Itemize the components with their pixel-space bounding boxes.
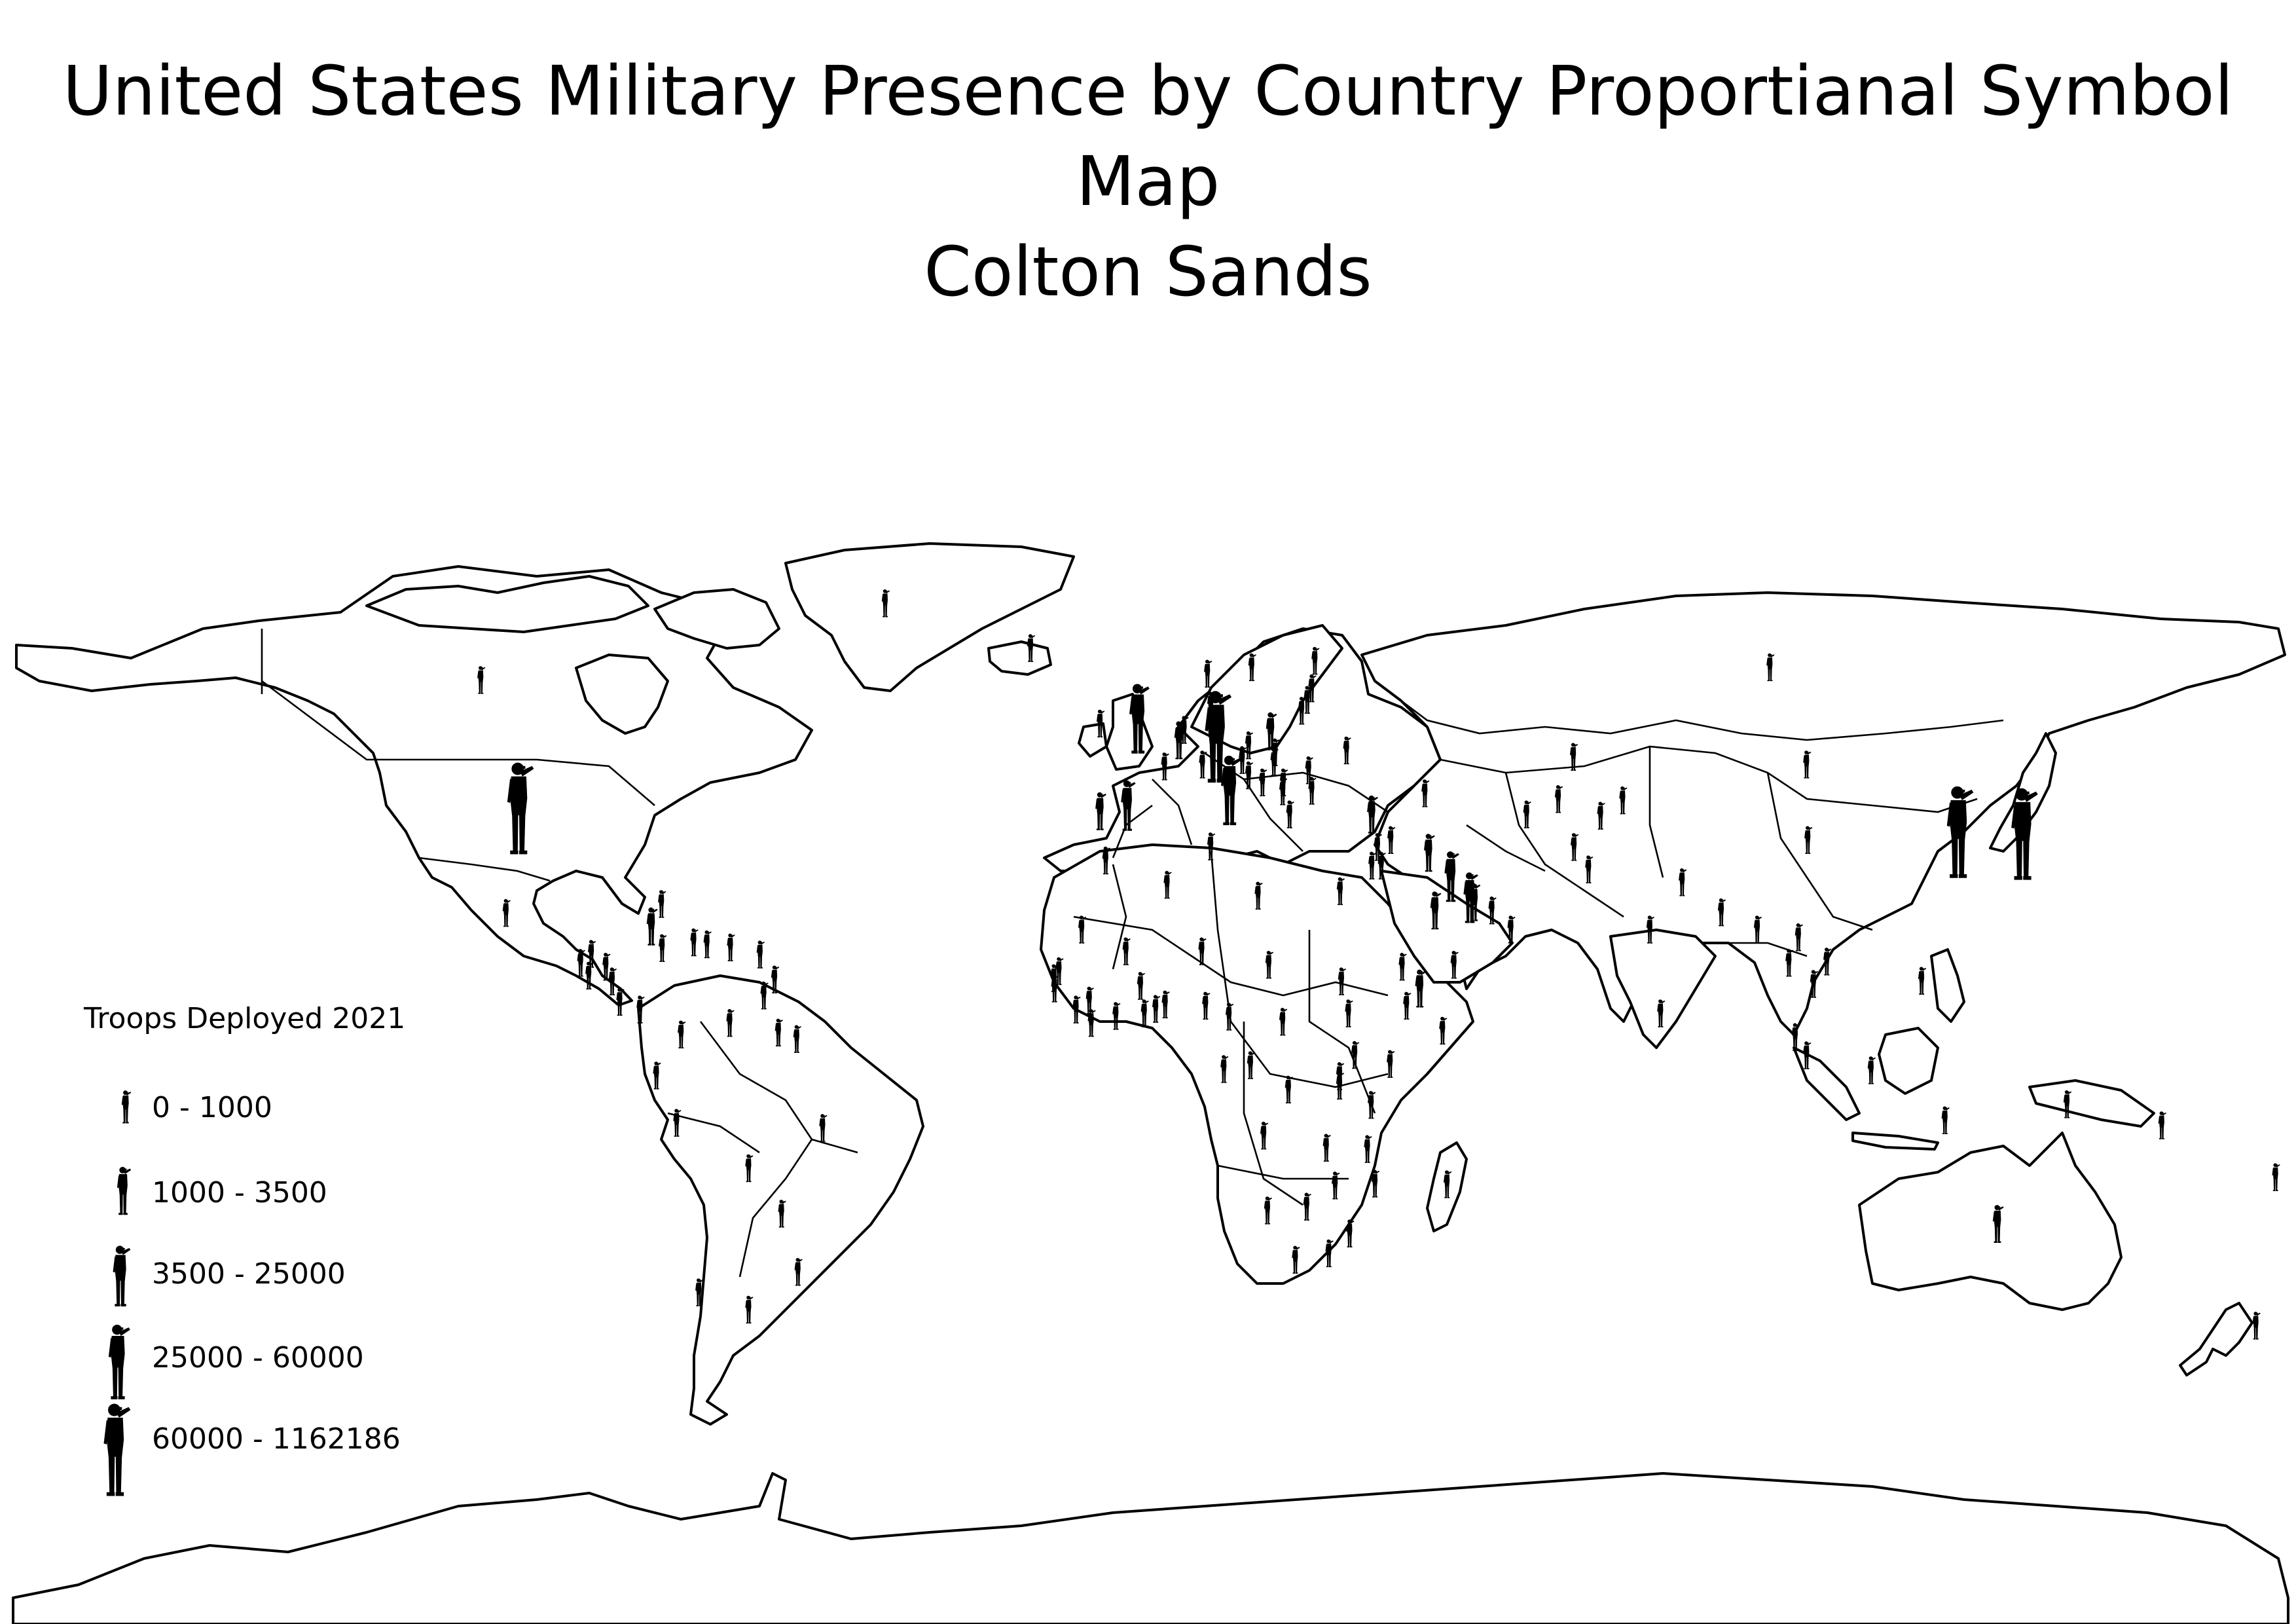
soldier-icon (82, 1401, 148, 1497)
legend-item-class-2: 3500 - 25000 (79, 1238, 471, 1342)
soldier-icon (90, 1166, 156, 1215)
soldier-icon (88, 1244, 153, 1307)
soldier-icon (85, 1323, 151, 1400)
new-guinea-island (2028, 1079, 2155, 1128)
africa-landmass (1040, 843, 1474, 1285)
sumatra-island (1793, 1046, 1861, 1121)
iceland (987, 640, 1052, 676)
antarctica (12, 1472, 2289, 1624)
new-zealand-islands (2179, 1302, 2253, 1376)
arctic-islands (365, 575, 649, 633)
soldier-symbol-new-zealand (2252, 1312, 2261, 1340)
borneo-island (1878, 1027, 1939, 1095)
soldier-symbol-jamaica (659, 934, 667, 963)
south-america-borders (667, 1021, 858, 1278)
soldier-symbol-cuba (646, 907, 658, 946)
asia-landmass (1360, 591, 2286, 1036)
land-layer (12, 542, 2289, 1624)
soldier-symbol-philippines (1918, 967, 1927, 995)
great-britain (1105, 693, 1154, 771)
soldier-symbol-portugal (1095, 792, 1106, 830)
ireland-island (1078, 722, 1108, 758)
russia-border (1374, 680, 2004, 741)
us-canada-border (261, 680, 655, 806)
philippines-islands (1930, 948, 1965, 1023)
africa-borders (1073, 851, 1389, 1206)
soldier-symbol-fiji (2272, 1163, 2280, 1191)
border-layer (261, 629, 2004, 1278)
legend-item-class-1: 1000 - 3500 (79, 1159, 471, 1264)
soldier-symbol-israel (1368, 851, 1377, 880)
soldier-symbol-timor-leste (1941, 1106, 1950, 1134)
soldier-icon (93, 1090, 158, 1124)
map-title: United States Military Presence by Count… (62, 51, 2234, 221)
soldier-symbol-haiti (690, 928, 699, 957)
us-mexico-border (418, 857, 551, 882)
hudson-bay (575, 654, 669, 735)
legend-label: 1000 - 3500 (152, 1176, 327, 1209)
legend-item-class-4: 60000 - 1162186 (79, 1395, 471, 1500)
legend-label: 3500 - 25000 (152, 1257, 346, 1291)
map-author: Colton Sands (924, 232, 1372, 312)
asia-borders (1440, 745, 1978, 957)
legend-title: Troops Deployed 2021 (84, 1002, 406, 1035)
soldier-symbol-bahamas (658, 890, 666, 918)
indian-subcontinent (1609, 929, 1717, 1049)
legend-label: 25000 - 60000 (152, 1341, 364, 1375)
legend-label: 0 - 1000 (152, 1091, 272, 1124)
legend-label: 60000 - 1162186 (152, 1422, 401, 1456)
australia-landmass (1858, 1132, 2123, 1311)
title-block: United States Military Presence by Count… (0, 46, 2296, 317)
soldier-symbol-norway (1204, 659, 1212, 688)
legend-item-class-3: 25000 - 60000 (79, 1310, 471, 1414)
baffin-island (653, 588, 780, 650)
soldier-symbol-dominican-republic (703, 930, 712, 959)
soldier-symbol-puerto-rico (727, 933, 735, 962)
greenland (784, 542, 1075, 692)
soldier-symbol-indonesia (1867, 1056, 1876, 1084)
java-island (1851, 1132, 1939, 1151)
soldier-symbol-solomon-islands (2158, 1111, 2166, 1139)
legend-item-class-0: 0 - 1000 (79, 1080, 471, 1185)
soldier-symbol-antigua-and-barbuda (756, 940, 765, 969)
europe-borders (1112, 752, 1389, 858)
